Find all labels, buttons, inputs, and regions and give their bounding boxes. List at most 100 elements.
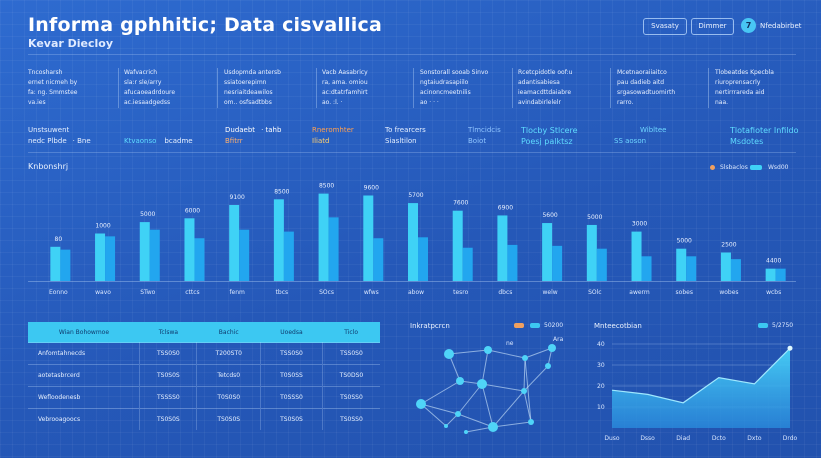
network-edge	[524, 357, 532, 423]
stat-col-4: Vacb Aasabricy ra, ama. omiou ac:dtatrfamh…	[322, 69, 368, 106]
bar-category-label: Eonno	[49, 289, 68, 296]
bar-category-label: fenm	[229, 289, 245, 296]
metric-2: Dudaebt · tahb Bfitrr	[225, 126, 282, 145]
divider	[512, 68, 513, 108]
bar-series-2	[328, 217, 339, 281]
header-button-2[interactable]: Dimmer	[691, 18, 734, 35]
data-table-panel: Wian Bohowmoe Tclswa Bachic Uoedsa Ticlo Anf…	[28, 322, 380, 432]
table-cell: TS0S0S	[139, 408, 198, 430]
bar-value-label: 6000	[185, 207, 200, 214]
bar-series-2	[596, 248, 607, 281]
network-node	[488, 422, 498, 432]
bar-category-label: wfws	[364, 289, 379, 296]
metric-7: Wibltee SS aoson	[614, 126, 667, 145]
area-xtick-label: Duso	[604, 435, 620, 442]
bar-series-2	[60, 249, 71, 281]
area-endpoint	[787, 345, 793, 351]
bar-value-label: 6900	[498, 204, 513, 211]
bar-series-1	[318, 193, 329, 281]
metric-1b: nedc Plbde · Bne	[28, 137, 91, 145]
bar-category-label: SOlc	[588, 289, 602, 296]
section-divider	[28, 152, 796, 153]
network-node	[528, 419, 534, 425]
header-divider	[28, 54, 796, 55]
header-link[interactable]: Nfedabirbet	[760, 22, 802, 30]
table-header-cell[interactable]: Ticlo	[322, 322, 380, 343]
bar-series-2	[730, 259, 741, 281]
info-icon[interactable]: 7	[741, 18, 756, 33]
table-row[interactable]: Anfomtahnecds TSS0S0 T200ST0 TSS0S0 TSS0S0	[28, 342, 380, 365]
header-button-1[interactable]: Svasaty	[643, 18, 687, 35]
table-row[interactable]: Wefloodenesb TSSSS0 T0S0S0 T0SSS0 TS0SS0	[28, 386, 380, 409]
network-edge	[492, 421, 532, 428]
legend-swatch-orange	[514, 323, 524, 328]
network-edge	[420, 380, 461, 405]
network-node	[484, 346, 492, 354]
bar-series-1	[363, 195, 374, 281]
table-cell: TS0S0S	[260, 408, 323, 430]
table-header-cell[interactable]: Wian Bohowmoe	[28, 322, 140, 343]
network-annotation-1: Ara	[553, 336, 564, 343]
stat-col-3: Usdopmda antersb ssiatoerepimn nesriaitdea…	[224, 69, 281, 106]
bar-series-1	[676, 248, 687, 281]
table-cell: Anfomtahnecds	[28, 342, 141, 365]
bar-value-label: 7600	[453, 200, 468, 207]
metric-5: Tlmcidcis Boiot	[468, 126, 501, 145]
table-cell: aotetasbrcerd	[28, 364, 141, 387]
table-row[interactable]: aotetasbrcerd TS0S0S Tetcds0 T0S0SS TS0DS0	[28, 364, 380, 387]
table-cell: T0S0SS	[260, 364, 323, 387]
table-cell: Vebrooagoocs	[28, 408, 141, 430]
bar-series-1	[765, 268, 776, 281]
bar-series-1	[631, 231, 642, 281]
bar-series-1	[273, 199, 284, 281]
network-edge	[457, 413, 494, 428]
table-cell: TSS0S0	[322, 342, 380, 365]
network-edge	[487, 349, 526, 359]
bar-category-label: tbcs	[276, 289, 289, 296]
bar-series-1	[497, 215, 508, 281]
bar-series-2	[462, 247, 473, 281]
bar-series-2	[373, 238, 384, 281]
network-edge	[523, 390, 532, 423]
area-chart-title: Mnteecotbian	[594, 322, 642, 330]
bar-series-2	[552, 245, 563, 281]
table-header-cell[interactable]: Bachic	[196, 322, 261, 343]
area-legend: 5/2750	[772, 322, 794, 329]
table-header-cell[interactable]: Uoedsa	[260, 322, 323, 343]
stat-col-6: Rcetcpidotle oof:u adantisabiesa ieamacdtt…	[518, 69, 573, 106]
table-cell: TS0SS0	[322, 386, 380, 409]
bar-series-2	[105, 236, 116, 281]
legend-swatch	[750, 165, 762, 170]
table-cell: TS0S0S	[196, 408, 262, 430]
table-header-cell[interactable]: Tclswa	[139, 322, 197, 343]
area-xtick-label: Dsso	[640, 435, 655, 442]
bar-series-1	[408, 203, 418, 281]
bar-series-1	[452, 210, 463, 281]
network-edge	[524, 347, 553, 359]
divider	[708, 68, 709, 108]
area-line	[611, 347, 791, 404]
divider	[118, 68, 119, 108]
network-node	[444, 424, 448, 428]
bar-category-label: wavo	[95, 289, 111, 296]
table-cell: Wefloodenesb	[28, 386, 141, 409]
network-edge	[481, 349, 489, 385]
table-cell: TSSSS0	[139, 386, 198, 409]
bar-series-2	[194, 238, 205, 281]
stat-col-2: Wafvacrich sla:r sle/arry afucaoeadrdoure a…	[124, 69, 176, 106]
bar-category-label: cttcs	[185, 289, 199, 296]
bar-category-label: wobes	[719, 289, 738, 296]
metric-3: Rneromhter Iliatd	[312, 126, 354, 145]
bar-value-label: 5000	[140, 211, 155, 218]
bar-series-1	[50, 246, 61, 281]
network-node	[477, 379, 487, 389]
bar-category-label: tesro	[453, 289, 469, 296]
network-title: Inkratpcrcn	[410, 322, 450, 330]
page-title: Informa gphhitic; Data cisvallica	[28, 14, 382, 36]
legend-swatch-cyan	[530, 323, 540, 328]
bar-series-1	[586, 224, 597, 281]
bar-category-label: welw	[543, 289, 558, 296]
table-row[interactable]: Vebrooagoocs TS0S0S TS0S0S TS0S0S TS0SS0	[28, 408, 380, 430]
bar-value-label: 8500	[319, 183, 334, 190]
